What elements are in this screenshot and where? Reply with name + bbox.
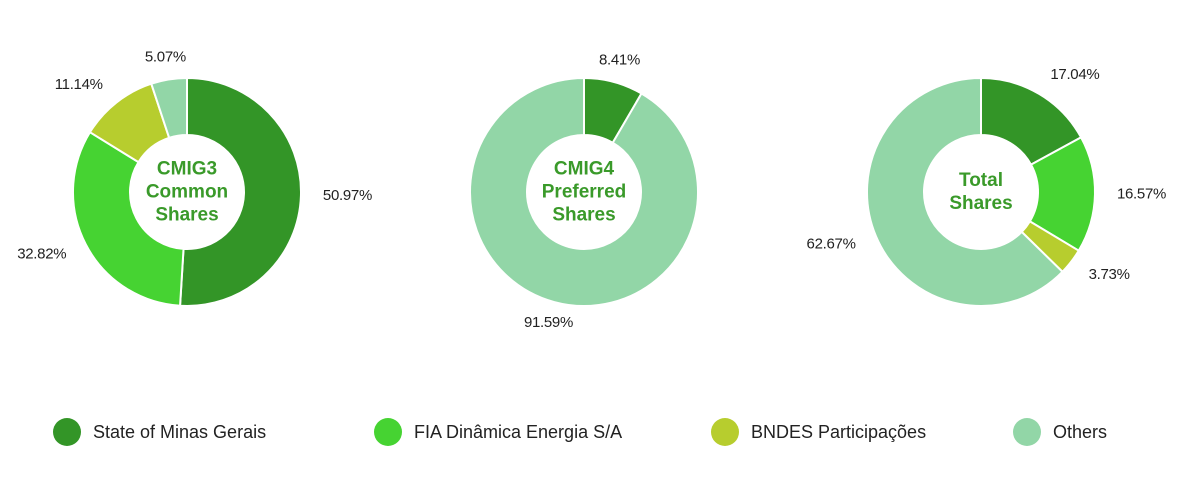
- legend-swatch: [1013, 418, 1041, 446]
- legend-label: BNDES Participações: [751, 422, 926, 442]
- slice: [72, 130, 185, 307]
- chart-title: CMIG3 Common Shares: [145, 158, 229, 226]
- slice: [469, 76, 699, 307]
- value-label: 32.82%: [17, 246, 66, 263]
- value-label: 5.07%: [145, 49, 186, 66]
- value-label: 91.59%: [524, 314, 573, 331]
- legend-label: State of Minas Gerais: [93, 422, 266, 442]
- slice: [150, 76, 188, 140]
- legend-swatch: [53, 418, 81, 446]
- value-label: 62.67%: [807, 236, 856, 253]
- value-label: 17.04%: [1050, 66, 1099, 83]
- chart-title: CMIG4 Preferred Shares: [541, 158, 627, 226]
- legend-swatch: [374, 418, 402, 446]
- value-label: 11.14%: [55, 76, 103, 93]
- legend-label: Others: [1053, 422, 1107, 442]
- legend-label: FIA Dinâmica Energia S/A: [414, 422, 622, 442]
- value-label: 3.73%: [1089, 266, 1130, 283]
- value-label: 8.41%: [599, 52, 640, 69]
- value-label: 50.97%: [323, 187, 372, 204]
- chart-title: Total Shares: [949, 170, 1013, 214]
- value-label: 16.57%: [1117, 186, 1166, 203]
- slice: [866, 76, 1064, 307]
- legend-swatch: [711, 418, 739, 446]
- slice: [178, 76, 302, 307]
